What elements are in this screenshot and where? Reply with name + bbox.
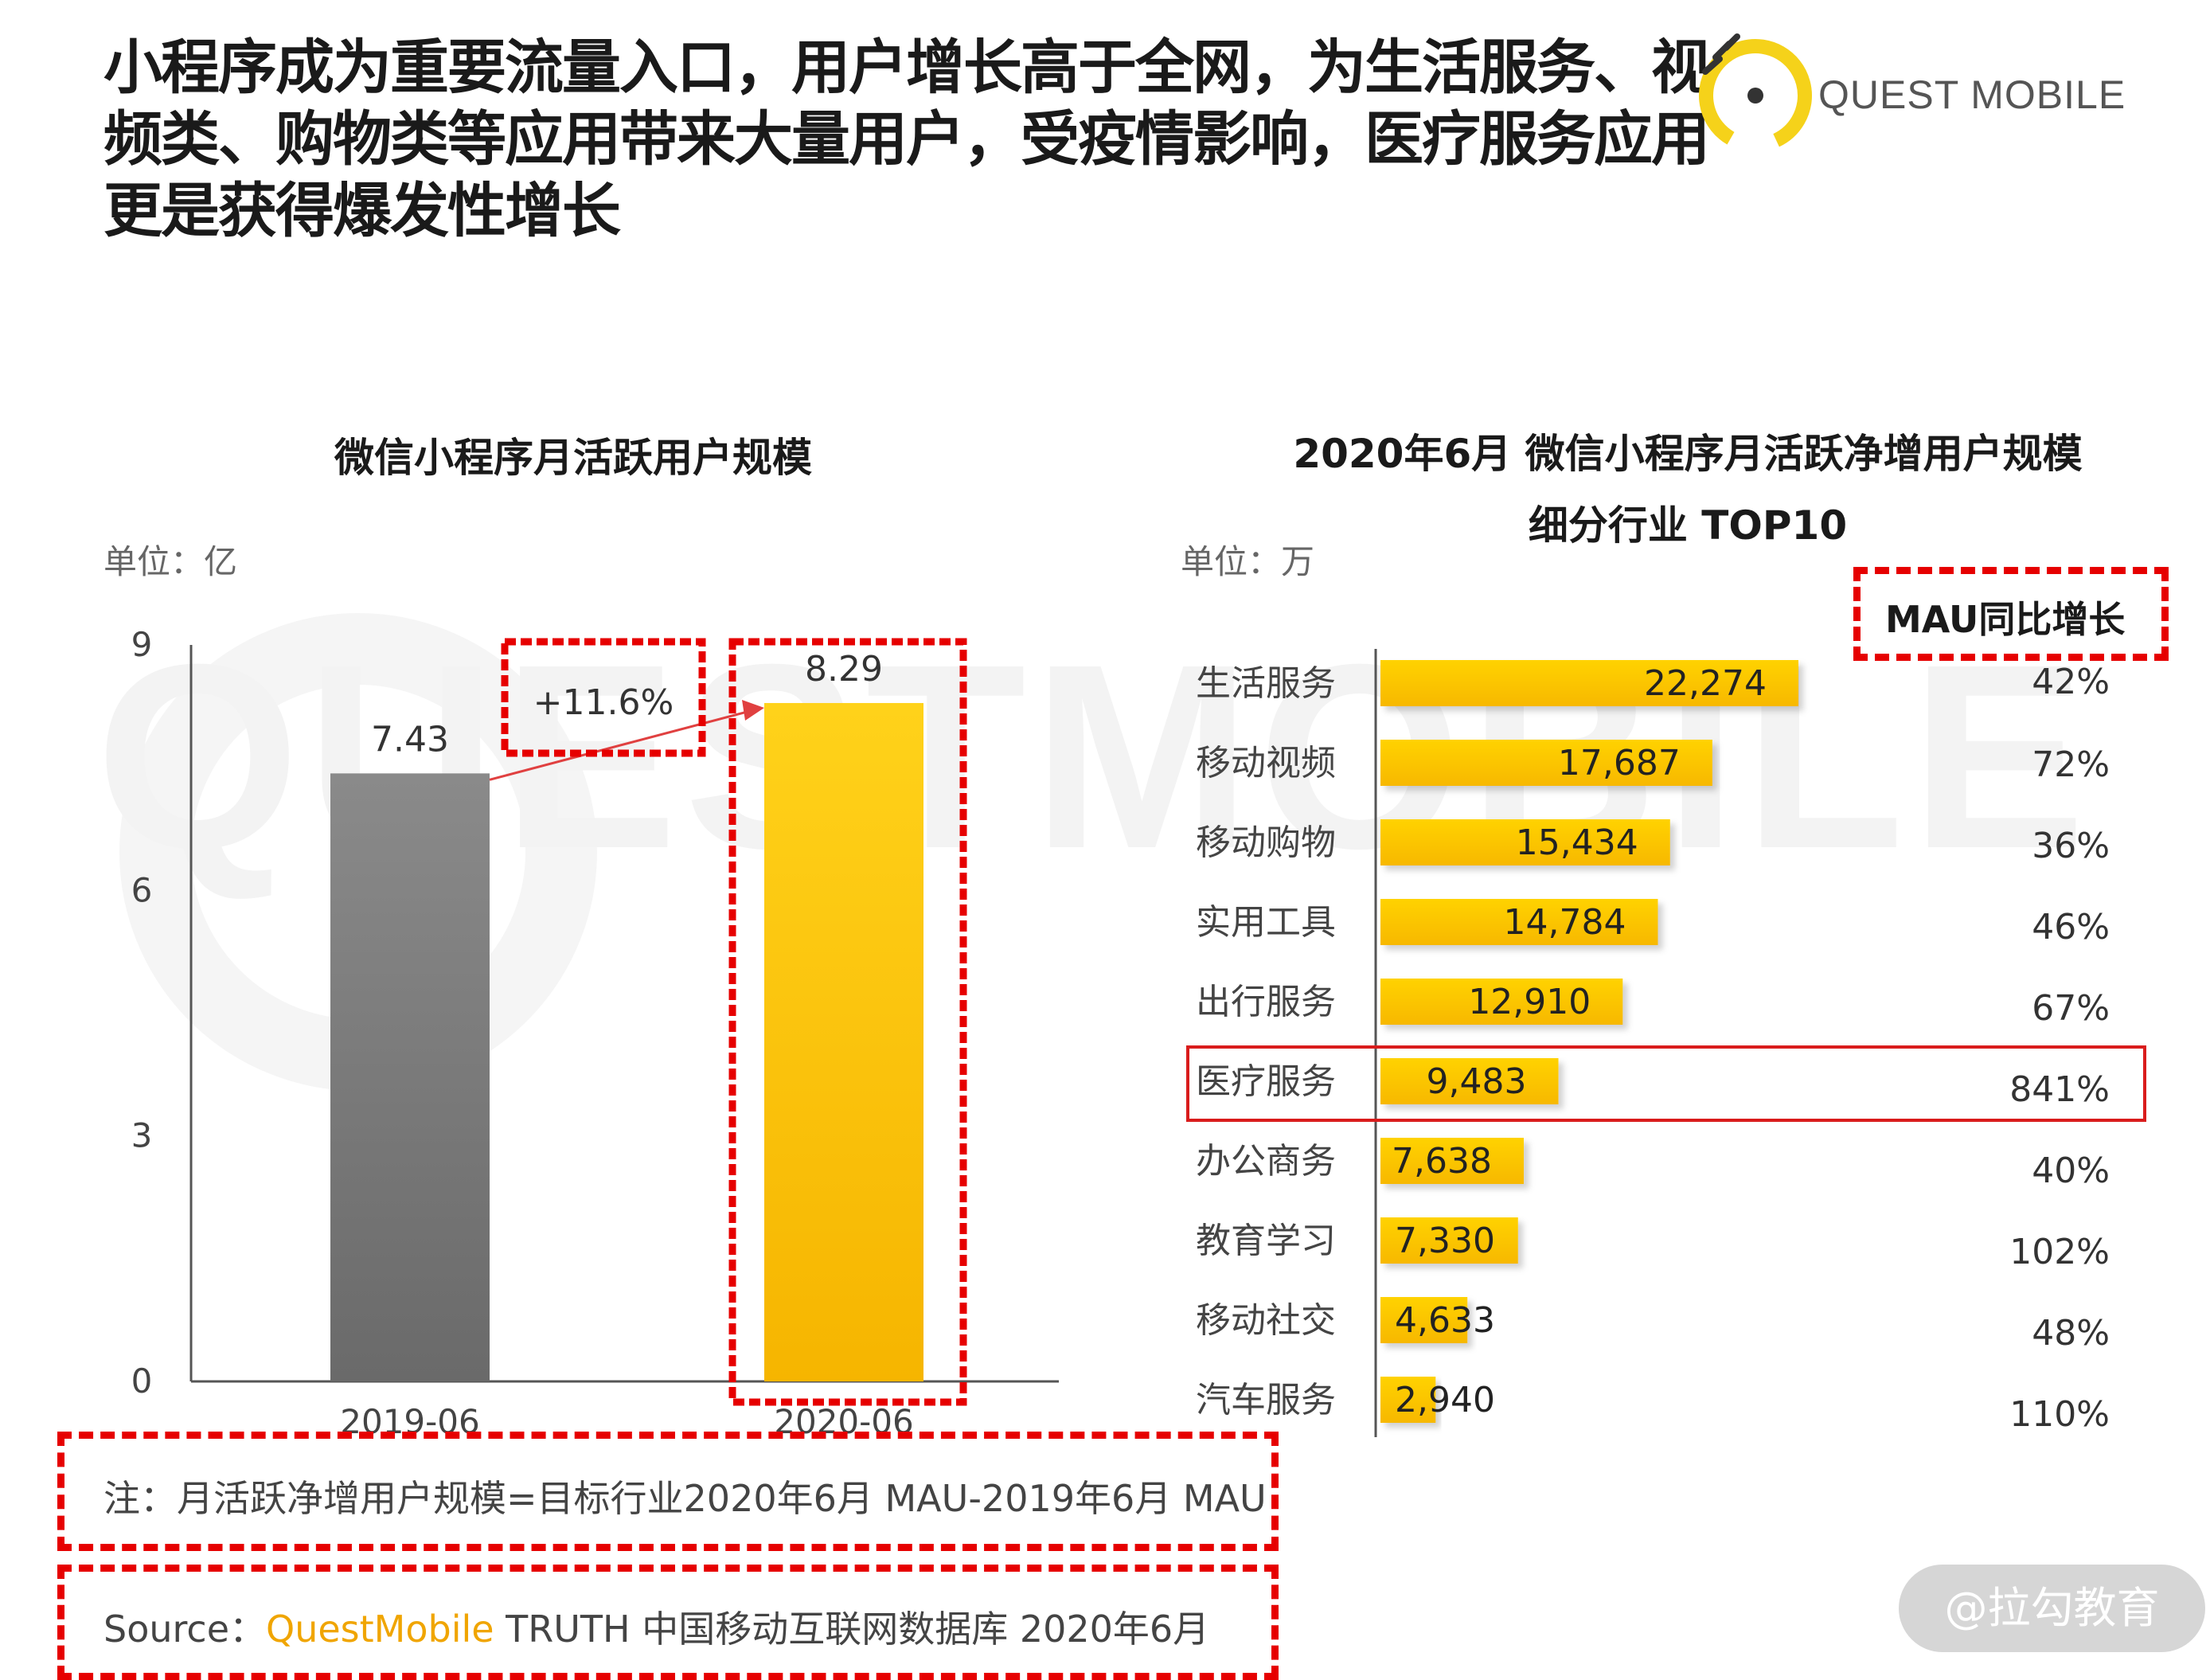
growth-arrow-line <box>489 708 757 781</box>
growth-value: 46% <box>2032 907 2110 947</box>
lagou-watermark-badge: @拉勾教育 <box>1899 1565 2205 1652</box>
left-chart-title: 微信小程序月活跃用户规模 <box>334 435 812 481</box>
growth-value: 102% <box>2009 1232 2110 1272</box>
category-label: 办公商务 <box>1196 1141 1336 1182</box>
growth-label: +11.6% <box>533 682 674 723</box>
y-tick-label: 9 <box>131 625 153 664</box>
quest-mobile-logo <box>1699 33 1812 152</box>
growth-arrow-head <box>742 699 764 721</box>
growth-header-highlight-box <box>1853 567 2169 661</box>
y-tick-label: 0 <box>131 1362 153 1401</box>
category-label: 生活服务 <box>1196 663 1336 704</box>
left-chart-unit: 单位：亿 <box>103 542 238 581</box>
note-text: 注：月活跃净增用户规模=目标行业2020年6月 MAU-2019年6月 MAU <box>103 1477 1267 1520</box>
bar-汽车服务 <box>1380 1377 1436 1423</box>
source-prefix: Source： <box>103 1608 266 1651</box>
bar-生活服务 <box>1380 660 1798 706</box>
category-label: 移动购物 <box>1196 822 1336 863</box>
category-label: 教育学习 <box>1196 1221 1336 1261</box>
growth-value: 67% <box>2032 988 2110 1029</box>
source-text: Source：QuestMobile TRUTH 中国移动互联网数据库 2020… <box>103 1600 1209 1653</box>
industry-top10-chart: 生活服务 22,274 42% 移动视频 17,687 72% 移动购物 15,434 36% 实… <box>1186 649 2146 1437</box>
source-brand: QuestMobile <box>266 1608 494 1651</box>
bar-2019-06 <box>330 773 490 1381</box>
source-rest: TRUTH 中国移动互联网数据库 2020年6月 <box>494 1608 1210 1651</box>
category-label: 出行服务 <box>1196 982 1336 1022</box>
bar-value-label: 8.29 <box>805 649 883 690</box>
y-tick-label: 6 <box>131 870 153 909</box>
growth-value: 40% <box>2032 1151 2110 1191</box>
category-label: 汽车服务 <box>1196 1380 1336 1420</box>
bar-2020-06 <box>764 702 923 1381</box>
bar-移动购物 <box>1380 819 1670 865</box>
growth-value: 48% <box>2032 1313 2110 1354</box>
bar-value-label: 7,638 <box>1392 1141 1492 1182</box>
right-chart-title: 2020年6月 微信小程序月活跃净增用户规模 <box>1293 431 2083 477</box>
growth-highlight-box <box>501 638 706 757</box>
growth-value: 42% <box>2032 662 2110 702</box>
bar-value-label: 15,434 <box>1516 822 1638 863</box>
growth-value: 841% <box>2009 1069 2110 1110</box>
growth-value: 110% <box>2009 1394 2110 1435</box>
bar-出行服务 <box>1380 979 1623 1025</box>
category-label: 实用工具 <box>1196 902 1336 943</box>
category-label: 医疗服务 <box>1196 1061 1336 1102</box>
growth-header-label: MAU同比增长 <box>1885 598 2126 641</box>
2020-bar-highlight-box <box>728 638 967 1406</box>
bar-办公商务 <box>1380 1138 1525 1184</box>
note-highlight-box <box>57 1432 1279 1551</box>
bar-value-label: 9,483 <box>1427 1061 1527 1102</box>
right-chart-subtitle: 细分行业 TOP10 <box>1528 502 1848 549</box>
bar-value-label: 14,784 <box>1503 902 1626 943</box>
bar-value-label: 7.43 <box>371 719 449 760</box>
bar-移动社交 <box>1380 1297 1468 1343</box>
bar-value-label: 7,330 <box>1395 1221 1495 1261</box>
bar-移动视频 <box>1380 740 1712 786</box>
bar-实用工具 <box>1380 899 1658 945</box>
bar-value-label: 17,687 <box>1558 743 1681 783</box>
bar-value-label: 2,940 <box>1395 1380 1495 1420</box>
bar-value-label: 12,910 <box>1468 982 1591 1022</box>
bar-value-label: 4,633 <box>1395 1300 1495 1341</box>
growth-value: 72% <box>2032 744 2110 785</box>
page-headline: 小程序成为重要流量入口，用户增长高于全网，为生活服务、视频类、购物类等应用带来大… <box>103 33 1710 245</box>
category-label: 移动社交 <box>1196 1300 1336 1341</box>
bar-教育学习 <box>1380 1217 1518 1264</box>
bar-value-label: 22,274 <box>1644 663 1767 704</box>
right-chart-unit: 单位：万 <box>1181 542 1315 581</box>
y-tick-label: 3 <box>131 1116 153 1155</box>
logo-text: QUEST MOBILE <box>1818 72 2126 117</box>
highlight-row-box <box>1186 1045 2146 1122</box>
bar-医疗服务 <box>1380 1058 1559 1104</box>
growth-value: 36% <box>2032 826 2110 866</box>
category-label: 移动视频 <box>1196 743 1336 783</box>
